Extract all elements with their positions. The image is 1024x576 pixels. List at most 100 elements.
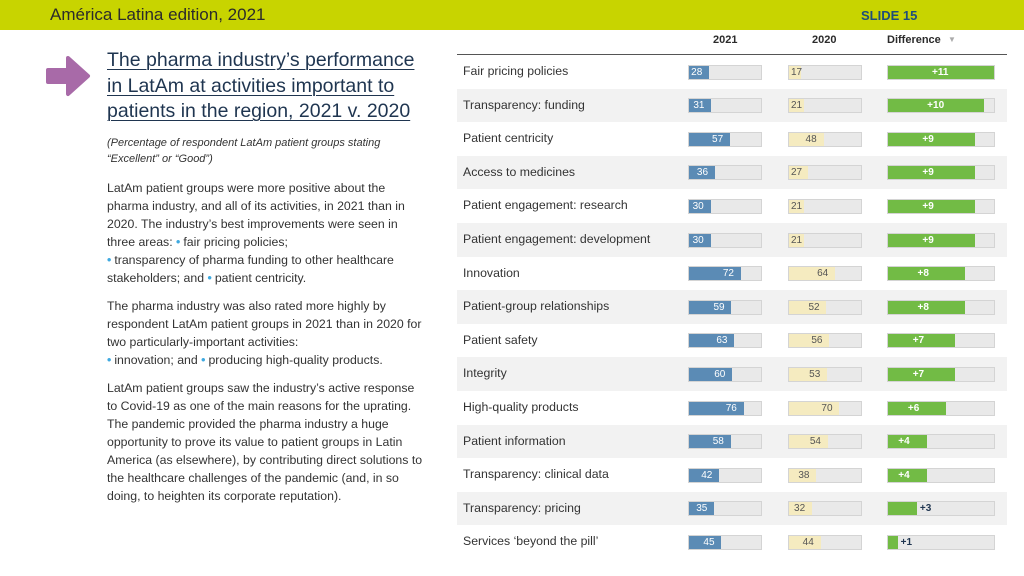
bar-2020 xyxy=(789,99,805,113)
bar-2020 xyxy=(789,535,821,549)
bar-track-2020: 21 xyxy=(788,98,862,114)
header-title: América Latina edition, 2021 xyxy=(50,5,266,24)
bar-2020 xyxy=(789,65,802,79)
data-label-difference: +9 xyxy=(922,167,934,179)
bar-track-difference: +6 xyxy=(887,400,995,416)
bar-track-2021: 59 xyxy=(688,299,762,315)
bar-track-difference: +9 xyxy=(887,165,995,181)
bar-track-2021: 58 xyxy=(688,434,762,450)
bar-difference xyxy=(888,267,966,281)
bar-difference xyxy=(888,334,956,348)
bar-2021 xyxy=(689,401,744,415)
data-label-2020: 54 xyxy=(809,436,821,448)
table-row: Transparency: clinical data 42 38 +4 xyxy=(457,458,1007,492)
bar-track-difference: +4 xyxy=(887,434,995,450)
table-row: Patient-group relationships 59 52 +8 xyxy=(457,290,1007,324)
bar-2021 xyxy=(689,367,733,381)
bar-track-2020: 32 xyxy=(788,501,862,517)
row-label: High-quality products xyxy=(463,400,579,414)
bar-2020 xyxy=(789,502,813,516)
bar-difference xyxy=(888,435,927,449)
row-label: Patient engagement: research xyxy=(463,198,628,213)
bar-2020 xyxy=(789,468,817,482)
bullet-text: fair pricing policies; xyxy=(183,234,288,249)
data-label-2021: 58 xyxy=(712,436,724,448)
bar-2020 xyxy=(789,233,805,247)
data-label-2021: 57 xyxy=(712,133,724,145)
table-row: Patient engagement: research 30 21 +9 xyxy=(457,189,1007,223)
data-label-2021: 76 xyxy=(725,402,737,414)
bar-difference xyxy=(888,502,917,516)
bar-track-2020: 70 xyxy=(788,400,862,416)
bar-2020 xyxy=(789,166,809,180)
bar-track-difference: +9 xyxy=(887,232,995,248)
column-header-2020: 2020 xyxy=(812,34,837,46)
bar-track-2021: 30 xyxy=(688,198,762,214)
bar-2020 xyxy=(789,435,828,449)
data-label-2021: 59 xyxy=(713,301,725,313)
data-label-2020: 38 xyxy=(798,469,810,481)
bar-track-2021: 60 xyxy=(688,366,762,382)
header-bar xyxy=(0,0,1024,30)
bar-difference xyxy=(888,233,975,247)
data-label-2021: 60 xyxy=(714,368,726,380)
column-header-2021: 2021 xyxy=(713,34,738,46)
data-label-2020: 21 xyxy=(791,200,803,212)
bar-track-2021: 35 xyxy=(688,501,762,517)
data-label-2021: 31 xyxy=(693,100,705,112)
data-label-2020: 48 xyxy=(805,133,817,145)
row-label: Fair pricing policies xyxy=(463,64,569,78)
bar-track-2021: 72 xyxy=(688,266,762,282)
data-label-2020: 27 xyxy=(791,167,803,179)
paragraph-2: The pharma industry was also rated more … xyxy=(107,297,425,369)
data-label-2021: 63 xyxy=(716,335,728,347)
bullet-text: patient centricity. xyxy=(214,270,307,285)
bar-2020 xyxy=(789,367,828,381)
data-label-difference: +7 xyxy=(912,368,925,380)
bullet-icon: • xyxy=(107,252,112,267)
data-label-2020: 21 xyxy=(791,100,803,112)
bar-track-2021: 31 xyxy=(688,98,762,114)
bar-difference xyxy=(888,535,898,549)
data-label-difference: +6 xyxy=(907,402,920,414)
data-label-2021: 35 xyxy=(696,503,708,515)
bar-2020 xyxy=(789,334,830,348)
row-label: Patient engagement: development xyxy=(463,232,651,246)
bar-2021 xyxy=(689,132,731,146)
bar-track-2021: 28 xyxy=(688,64,762,80)
data-label-2021: 36 xyxy=(696,167,709,179)
slide-number: SLIDE 15 xyxy=(861,8,918,23)
bar-track-difference: +4 xyxy=(887,467,995,483)
table-row: Integrity 60 53 +7 xyxy=(457,357,1007,391)
bar-track-2020: 21 xyxy=(788,232,862,248)
data-label-difference: +9 xyxy=(922,234,934,246)
bar-track-2020: 54 xyxy=(788,434,862,450)
bullet-icon: • xyxy=(201,352,206,367)
bar-track-2021: 36 xyxy=(688,165,762,181)
bar-track-2020: 17 xyxy=(788,64,862,80)
data-label-2020: 21 xyxy=(791,234,803,246)
row-label: Services ‘beyond the pill’ xyxy=(463,534,599,549)
data-label-difference: +4 xyxy=(898,436,910,448)
bar-track-difference: +9 xyxy=(887,198,995,214)
data-label-difference: +8 xyxy=(917,301,929,313)
paragraph-2-text: The pharma industry was also rated more … xyxy=(107,298,422,349)
table-row: Patient safety 63 56 +7 xyxy=(457,324,1007,358)
bar-track-2021: 76 xyxy=(688,400,762,416)
bar-track-2020: 52 xyxy=(788,299,862,315)
data-label-2021: 72 xyxy=(722,268,734,280)
row-label: Patient centricity xyxy=(463,131,554,146)
data-label-difference: +11 xyxy=(932,66,949,78)
paragraph-1: LatAm patient groups were more positive … xyxy=(107,179,425,287)
bar-2021 xyxy=(689,468,720,482)
table-row: High-quality products 76 70 +6 xyxy=(457,391,1007,425)
bar-2021 xyxy=(689,435,731,449)
table-row: Fair pricing policies 28 17 +11 xyxy=(457,55,1007,89)
bar-track-2020: 44 xyxy=(788,534,862,550)
page-title: The pharma industry’s performance in Lat… xyxy=(107,49,415,122)
data-label-difference: +9 xyxy=(922,133,934,145)
bullet-text: innovation; and xyxy=(114,352,198,367)
bar-2021 xyxy=(689,502,715,516)
sort-down-icon[interactable]: ▼ xyxy=(948,35,956,44)
table-row: Transparency: pricing 35 32 +3 xyxy=(457,491,1007,526)
